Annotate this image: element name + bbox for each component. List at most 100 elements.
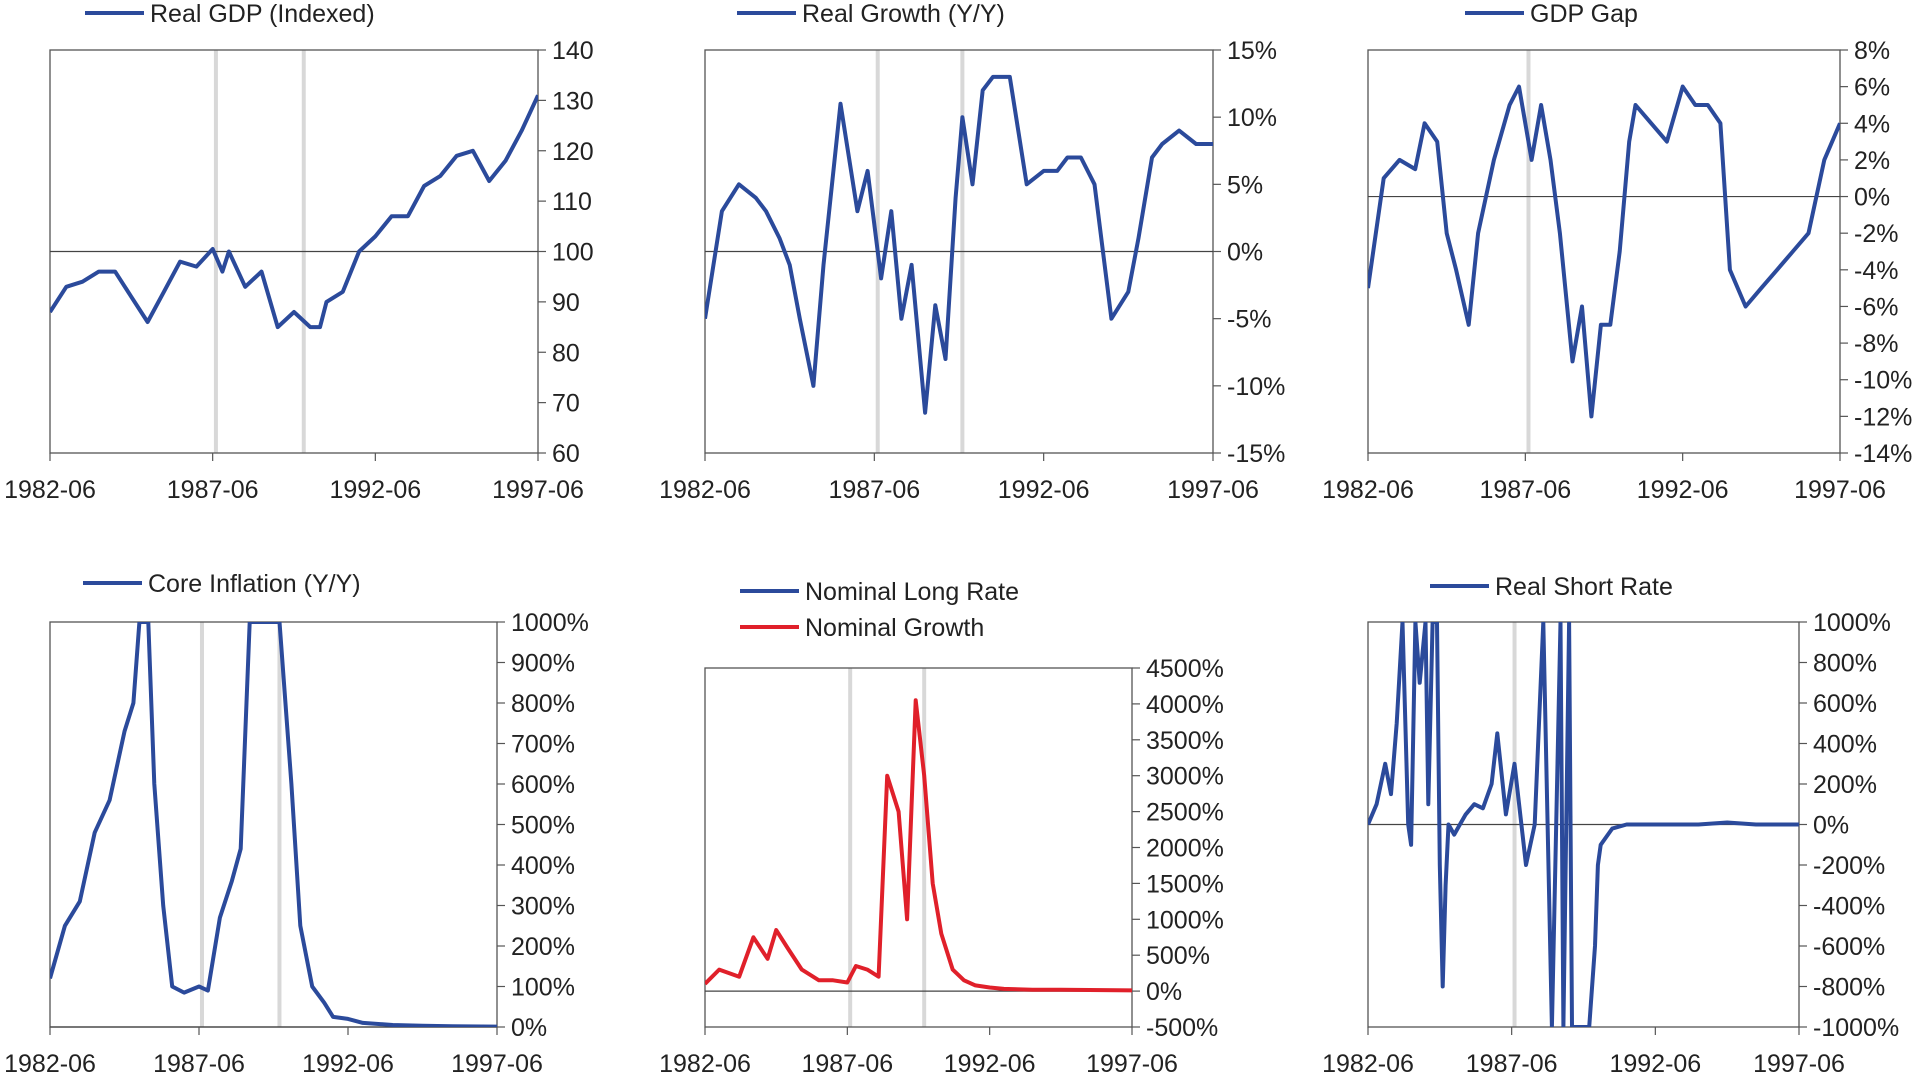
y-tick-label: -1000% xyxy=(1813,1014,1899,1042)
y-tick-label: 70 xyxy=(552,390,580,418)
series-line xyxy=(1368,622,1799,1027)
y-tick-label: 800% xyxy=(511,690,575,718)
x-tick-label: 1992-06 xyxy=(998,476,1090,504)
x-tick-label: 1982-06 xyxy=(659,476,751,504)
y-tick-label: 300% xyxy=(511,893,575,921)
x-tick-label: 1982-06 xyxy=(4,1050,96,1076)
y-tick-label: -2% xyxy=(1854,220,1898,248)
y-tick-label: 3500% xyxy=(1146,727,1224,755)
legend-label: Nominal Growth xyxy=(805,614,984,642)
y-tick-label: -8% xyxy=(1854,330,1898,358)
y-tick-label: -12% xyxy=(1854,403,1912,431)
y-tick-label: 3000% xyxy=(1146,763,1224,791)
y-tick-label: 4000% xyxy=(1146,691,1224,719)
y-tick-label: -800% xyxy=(1813,974,1885,1002)
y-tick-label: -500% xyxy=(1146,1014,1218,1042)
y-tick-label: -14% xyxy=(1854,440,1912,468)
y-tick-label: 2% xyxy=(1854,147,1890,175)
y-tick-label: 800% xyxy=(1813,650,1877,678)
x-tick-label: 1992-06 xyxy=(1609,1050,1701,1076)
y-tick-label: 200% xyxy=(511,933,575,961)
y-tick-label: 110 xyxy=(552,188,592,216)
x-tick-label: 1997-06 xyxy=(451,1050,543,1076)
legend-label: Real GDP (Indexed) xyxy=(150,0,375,28)
y-tick-label: 120 xyxy=(552,138,594,166)
y-tick-label: 5% xyxy=(1227,171,1263,199)
y-tick-label: 130 xyxy=(552,87,594,115)
y-tick-label: 8% xyxy=(1854,37,1890,65)
y-tick-label: -5% xyxy=(1227,306,1271,334)
x-tick-label: 1987-06 xyxy=(167,476,259,504)
legend-label: Real Short Rate xyxy=(1495,573,1673,601)
y-tick-label: -10% xyxy=(1854,367,1912,395)
y-tick-label: 60 xyxy=(552,440,580,468)
y-tick-label: 2500% xyxy=(1146,799,1224,827)
y-tick-label: 900% xyxy=(511,650,575,678)
legend-label: GDP Gap xyxy=(1530,0,1638,28)
y-tick-label: 15% xyxy=(1227,37,1277,65)
x-tick-label: 1982-06 xyxy=(1322,476,1414,504)
x-tick-label: 1992-06 xyxy=(302,1050,394,1076)
y-tick-label: 10% xyxy=(1227,104,1277,132)
y-tick-label: -10% xyxy=(1227,373,1285,401)
x-tick-label: 1982-06 xyxy=(1322,1050,1414,1076)
y-tick-label: 1000% xyxy=(511,609,589,637)
series-line xyxy=(50,94,538,330)
chart-core-inflation: 0% 100% 200% 300% 400% 500% 600% 700% 800% 900% 10… xyxy=(4,570,589,1076)
y-tick-label: 500% xyxy=(511,812,575,840)
y-tick-label: 1000% xyxy=(1146,906,1224,934)
y-tick-label: -15% xyxy=(1227,440,1285,468)
legend-label: Real Growth (Y/Y) xyxy=(802,0,1005,28)
x-tick-label: 1982-06 xyxy=(4,476,96,504)
y-tick-label: 0% xyxy=(1813,812,1849,840)
x-tick-label: 1997-06 xyxy=(492,476,584,504)
y-tick-label: 100% xyxy=(511,974,575,1002)
x-tick-label: 1992-06 xyxy=(329,476,421,504)
y-tick-label: 200% xyxy=(1813,771,1877,799)
y-tick-label: 100 xyxy=(552,239,594,267)
chart-real-gdp: 60 70 80 90 100 110 120 130 140 1982-06 1987-06 199… xyxy=(4,0,594,504)
y-tick-label: 140 xyxy=(552,37,594,65)
x-tick-label: 1987-06 xyxy=(828,476,920,504)
y-tick-label: 4% xyxy=(1854,110,1890,138)
x-tick-label: 1997-06 xyxy=(1086,1050,1178,1076)
x-tick-label: 1997-06 xyxy=(1167,476,1259,504)
plot-frame xyxy=(49,621,498,1028)
y-tick-label: 0% xyxy=(511,1014,547,1042)
chart-gdp-gap: -14% -12% -10% -8% -6% -4% -2% 0% 2% 4% 6% 8% 1982-0… xyxy=(1322,0,1912,504)
y-tick-label: 6% xyxy=(1854,74,1890,102)
y-tick-label: -600% xyxy=(1813,933,1885,961)
y-tick-label: 500% xyxy=(1146,942,1210,970)
x-tick-label: 1987-06 xyxy=(1466,1050,1558,1076)
y-tick-label: 0% xyxy=(1854,184,1890,212)
y-tick-label: -4% xyxy=(1854,257,1898,285)
y-tick-label: 4500% xyxy=(1146,655,1224,683)
y-tick-label: 1000% xyxy=(1813,609,1891,637)
x-tick-label: 1997-06 xyxy=(1753,1050,1845,1076)
y-tick-label: 0% xyxy=(1146,978,1182,1006)
y-tick-label: 1500% xyxy=(1146,870,1224,898)
series-line xyxy=(50,622,497,1027)
x-tick-label: 1997-06 xyxy=(1794,476,1886,504)
chart-real-growth: -15% -10% -5% 0% 5% 10% 15% 1982-06 1987-06 1992-… xyxy=(659,0,1285,504)
chart-real-short-rate: -1000% -800% -600% -400% -200% 0% 200% 400% 600%… xyxy=(1322,573,1899,1076)
y-tick-label: 2000% xyxy=(1146,835,1224,863)
series-line xyxy=(705,74,1213,415)
x-tick-label: 1987-06 xyxy=(153,1050,245,1076)
y-tick-label: 90 xyxy=(552,289,580,317)
x-tick-label: 1992-06 xyxy=(944,1050,1036,1076)
y-tick-label: -200% xyxy=(1813,852,1885,880)
y-tick-label: 600% xyxy=(1813,690,1877,718)
y-tick-label: 80 xyxy=(552,339,580,367)
y-tick-label: 600% xyxy=(511,771,575,799)
x-tick-label: 1987-06 xyxy=(1479,476,1571,504)
x-tick-label: 1987-06 xyxy=(801,1050,893,1076)
y-tick-label: 0% xyxy=(1227,239,1263,267)
plot-frame xyxy=(1367,49,1841,454)
x-tick-label: 1982-06 xyxy=(659,1050,751,1076)
y-tick-label: -6% xyxy=(1854,293,1898,321)
y-tick-label: -400% xyxy=(1813,893,1885,921)
y-tick-label: 400% xyxy=(511,852,575,880)
legend-label: Core Inflation (Y/Y) xyxy=(148,570,361,598)
chart-nominal-rates: -500% 0% 500% 1000% 1500% 2000% 2500% 3000% 3500… xyxy=(659,578,1224,1076)
